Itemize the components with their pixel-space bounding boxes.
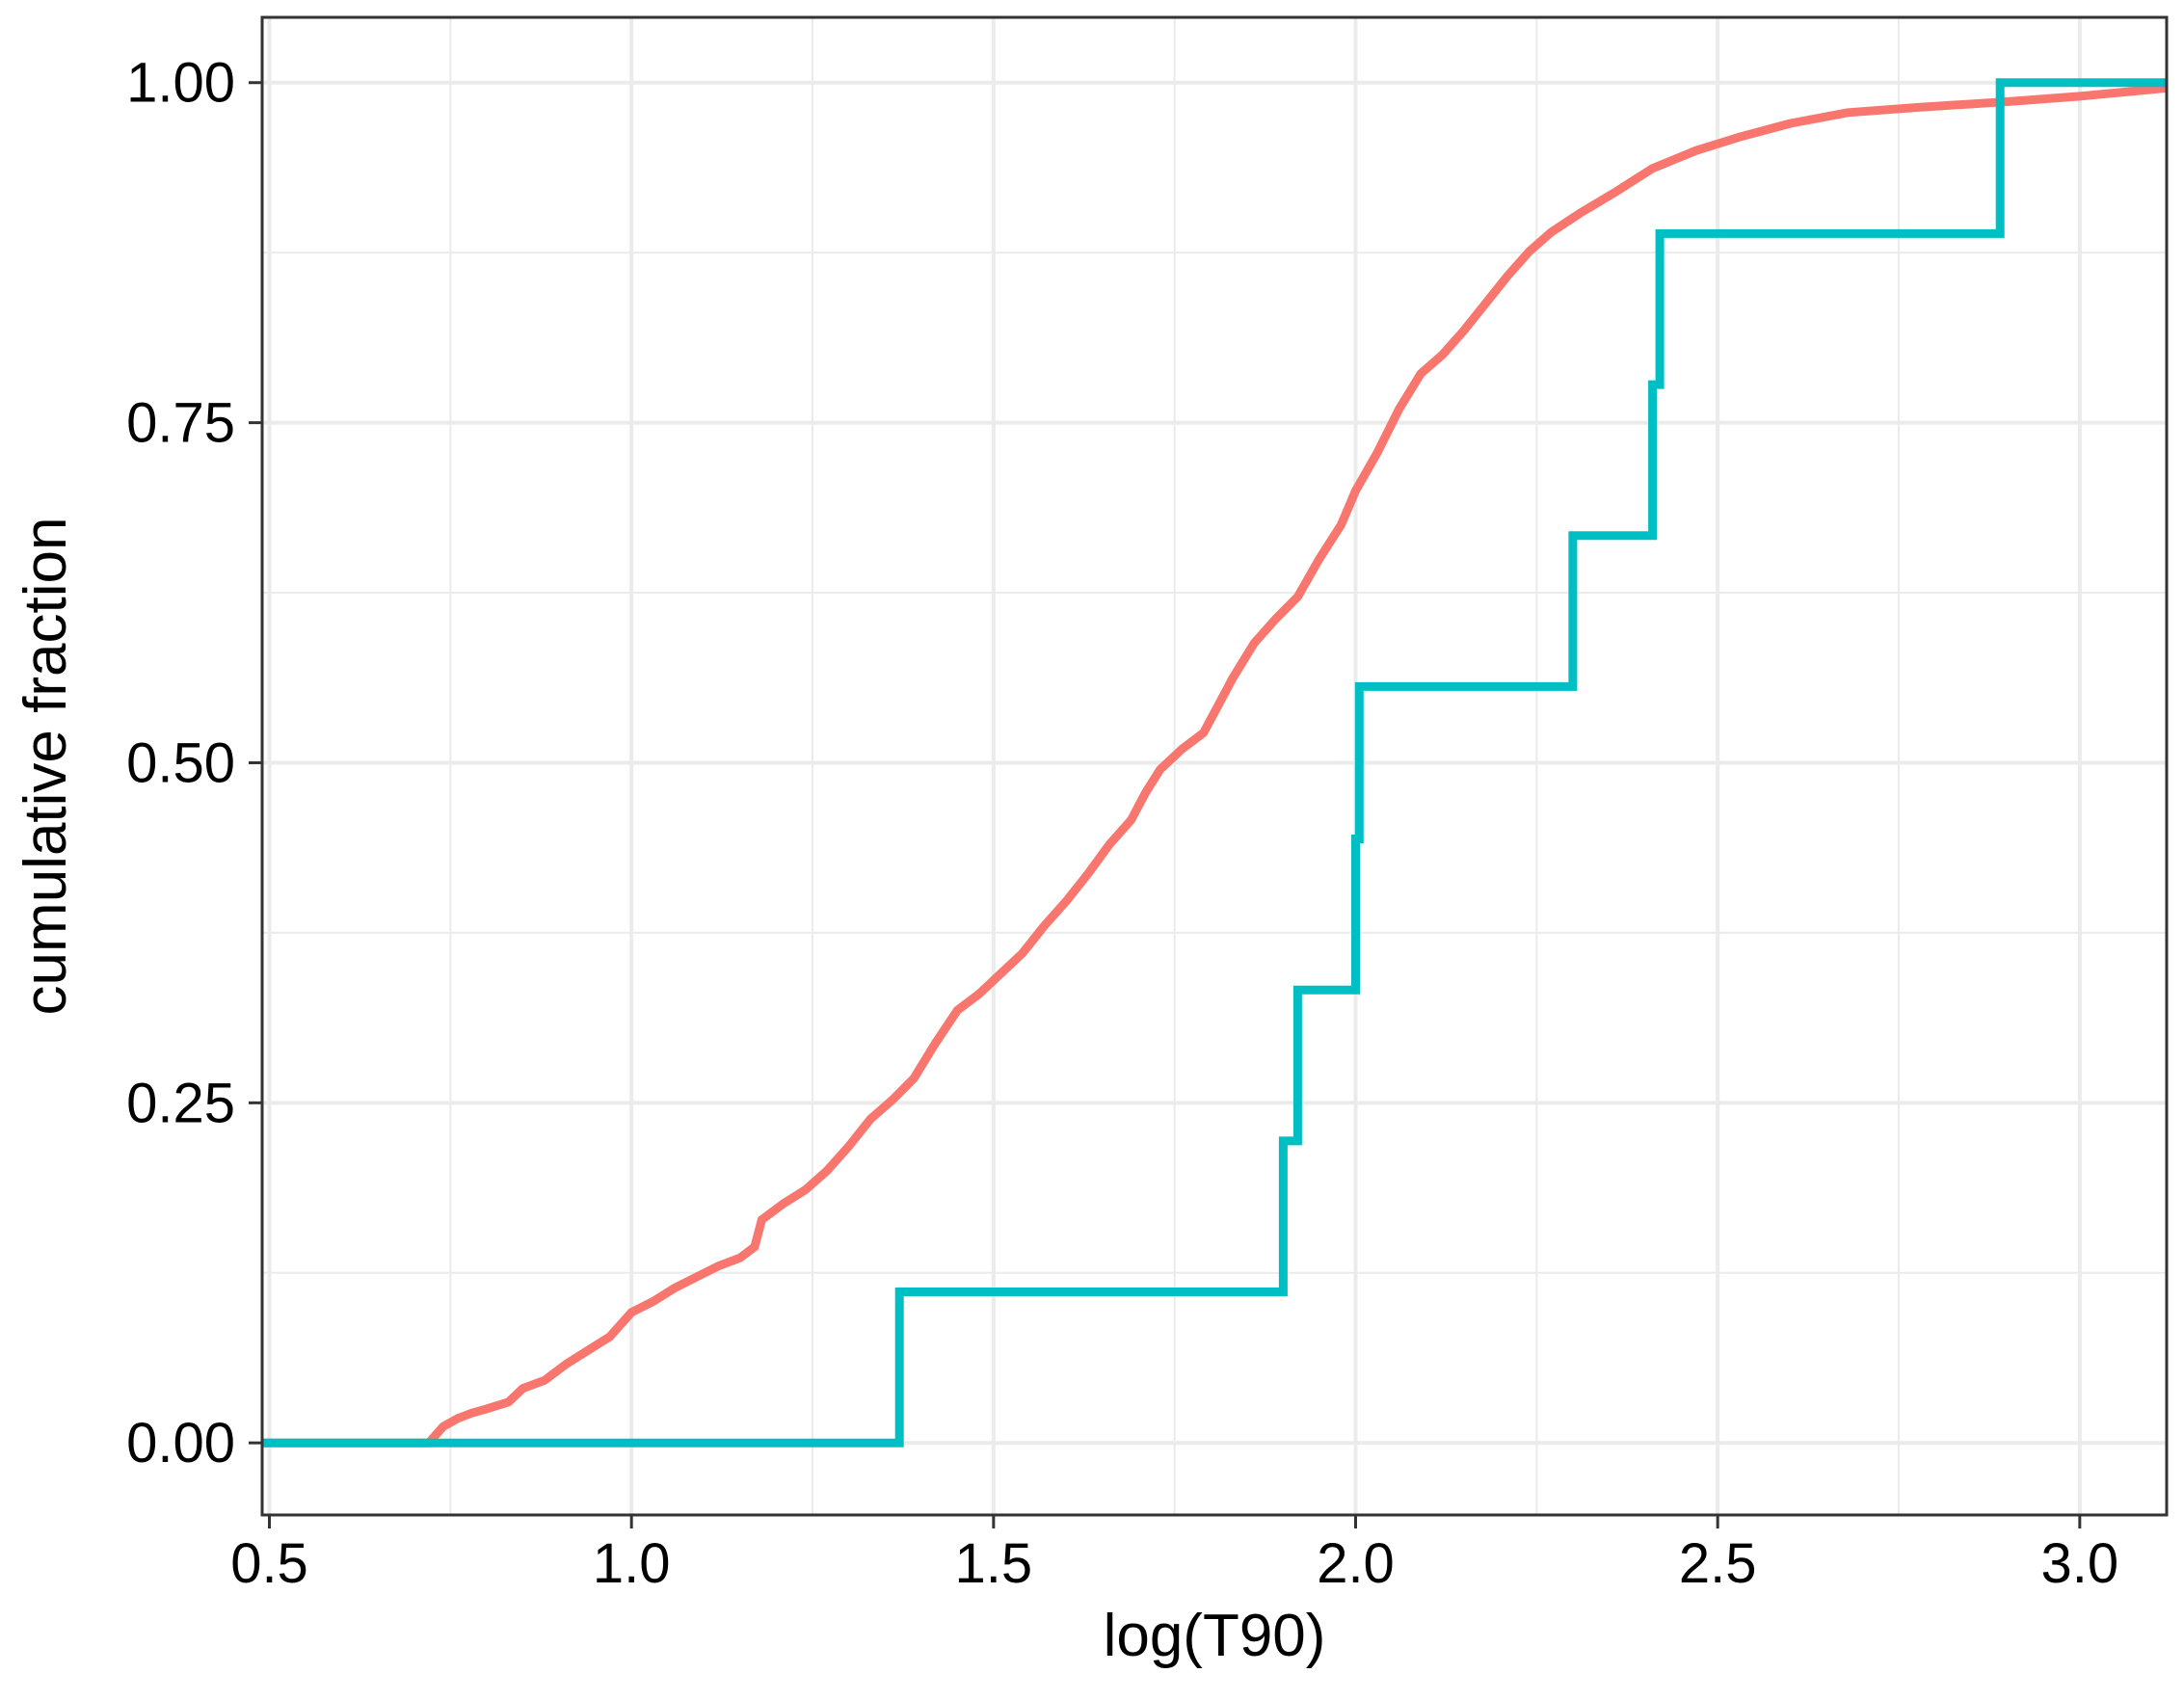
- y-axis: 0.00 0.25 0.50 0.75 1.00: [126, 52, 262, 1474]
- y-tick-label: 0.75: [126, 392, 235, 455]
- x-tick-label: 2.0: [1317, 1532, 1395, 1595]
- panel-border: [260, 15, 2169, 1517]
- y-tick-label: 1.00: [126, 52, 235, 115]
- series-line-2: [262, 78, 2167, 1448]
- y-axis-title: cumulative fraction: [13, 518, 79, 1016]
- x-axis-title: log(T90): [1104, 1603, 1326, 1669]
- x-tick-label: 1.0: [593, 1532, 671, 1595]
- x-tick-label: 0.5: [230, 1532, 308, 1595]
- x-tick-label: 1.5: [955, 1532, 1033, 1595]
- grid-minor: [262, 17, 2167, 1515]
- y-tick-label: 0.25: [126, 1072, 235, 1134]
- x-tick-label: 2.5: [1679, 1532, 1757, 1595]
- x-tick-label: 3.0: [2041, 1532, 2119, 1595]
- series-line-1: [262, 83, 2168, 1448]
- series-layer: [262, 78, 2168, 1448]
- x-axis: 0.5 1.0 1.5 2.0 2.5 3.0: [230, 1515, 2118, 1595]
- y-tick-label: 0.50: [126, 731, 235, 794]
- y-tick-label: 0.00: [126, 1412, 235, 1474]
